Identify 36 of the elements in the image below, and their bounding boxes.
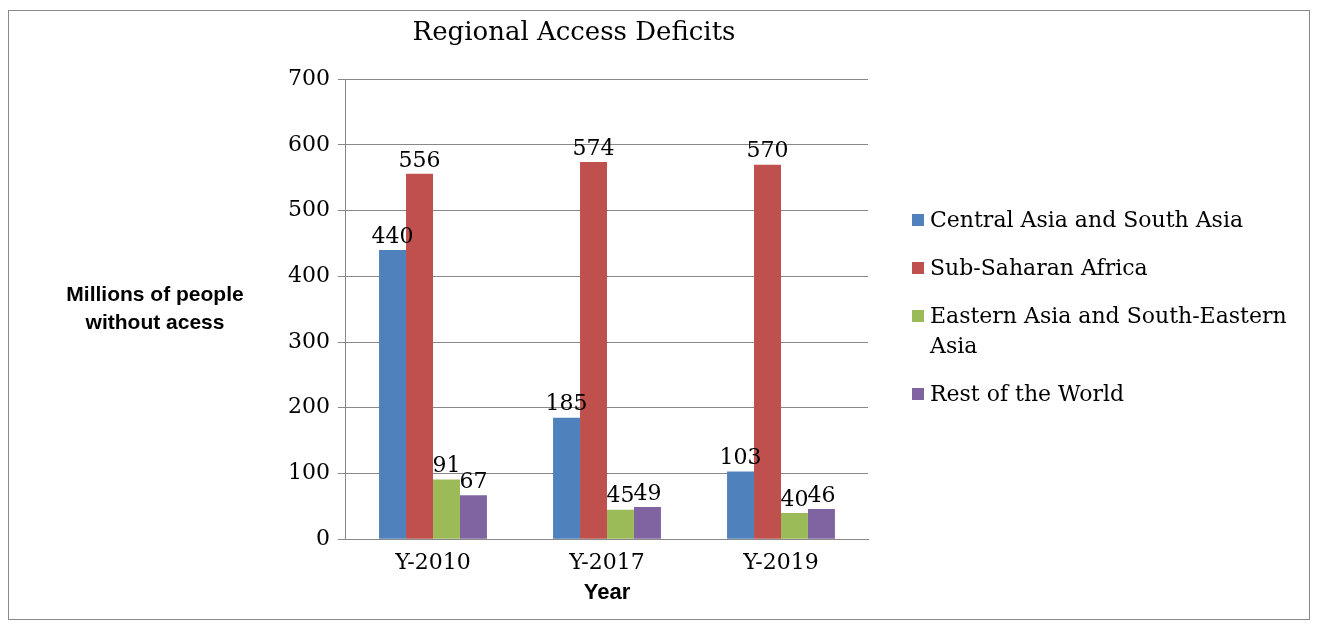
bar <box>459 495 487 539</box>
chart-title: Regional Access Deficits <box>412 16 736 47</box>
x-tick-label: Y-2017 <box>568 549 645 575</box>
data-label: 40 <box>780 485 809 511</box>
data-label: 570 <box>746 137 789 163</box>
bar <box>633 507 661 539</box>
y-tick-label: 200 <box>287 393 330 419</box>
bar <box>607 509 634 539</box>
data-label: 45 <box>606 482 635 508</box>
bar <box>727 471 755 539</box>
y-tick-label: 100 <box>287 459 330 485</box>
data-label: 46 <box>807 481 836 507</box>
y-tick-label: 300 <box>287 327 330 353</box>
legend-label: Sub-Saharan Africa <box>930 254 1148 282</box>
bar <box>807 508 835 539</box>
y-tick-label: 600 <box>287 130 330 156</box>
legend-label: Rest of the World <box>930 380 1125 408</box>
y-axis-title: Millions of people without acess <box>65 281 245 335</box>
legend-label: Central Asia and South Asia <box>930 206 1244 234</box>
x-tick-label: Y-2010 <box>394 549 471 575</box>
bar <box>379 250 407 539</box>
data-label: 49 <box>633 479 662 505</box>
data-label: 91 <box>432 452 461 478</box>
y-tick-label: 500 <box>287 196 330 222</box>
bar <box>553 417 581 539</box>
data-label: 574 <box>572 134 615 160</box>
legend-label: Eastern Asia and South-Eastern Asia <box>930 302 1288 360</box>
bar <box>432 479 460 539</box>
x-axis-title: Year <box>583 578 631 604</box>
y-tick-label: 700 <box>287 64 330 90</box>
y-tick-label: 0 <box>315 524 330 550</box>
y-tick-label: 400 <box>287 262 330 288</box>
data-label: 67 <box>459 467 488 493</box>
x-tick-label: Y-2019 <box>742 549 819 575</box>
bar <box>781 512 808 539</box>
data-label: 556 <box>398 146 441 172</box>
